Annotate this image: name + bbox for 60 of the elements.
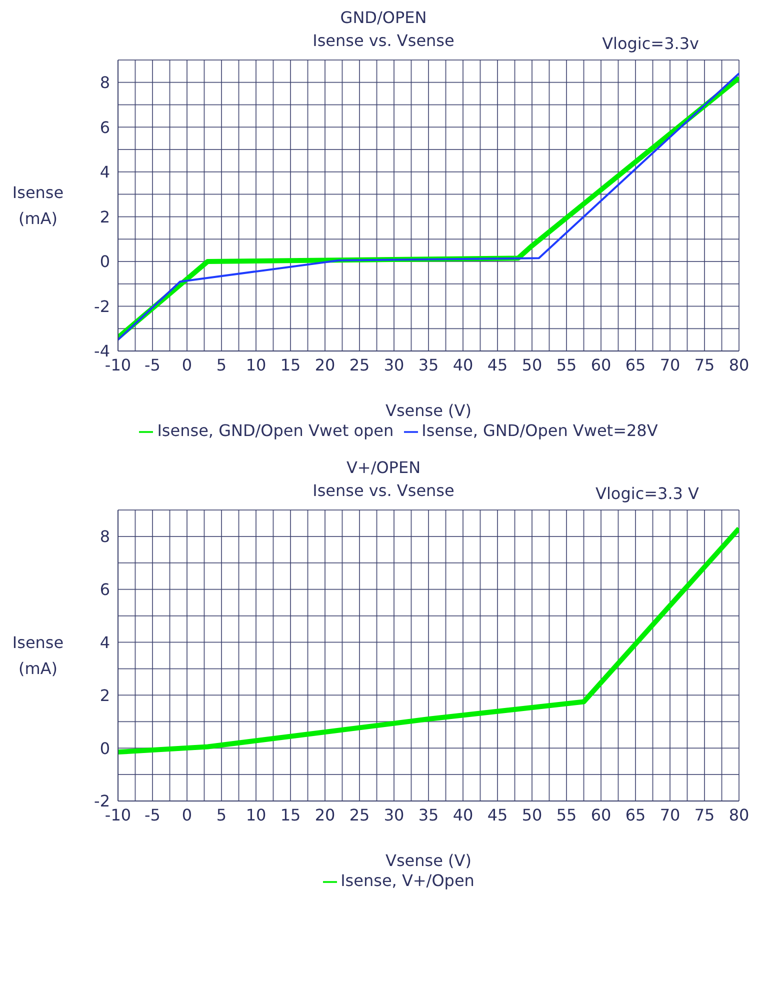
x-tick-label: 50 (522, 355, 542, 374)
y-tick-label: 2 (100, 686, 110, 705)
y-tick-label: 6 (100, 118, 110, 137)
x-tick-label: 25 (349, 355, 370, 374)
x-tick-label: 55 (556, 355, 577, 374)
x-tick-label: 5 (216, 805, 227, 824)
x-tick-label: 70 (660, 355, 680, 374)
y-tick-label: 0 (100, 252, 110, 272)
y-tick-label: 2 (100, 207, 110, 226)
x-tick-label: 65 (625, 355, 646, 374)
x-axis-title: Vsense (V) (386, 851, 472, 870)
x-tick-label: 60 (590, 805, 612, 824)
x-tick-label: 70 (660, 805, 680, 824)
y-axis-title: Isense (mA) (11, 632, 65, 680)
chart-title: GND/OPEN (339, 8, 428, 27)
legend-label: Isense, GND/Open Vwet open (157, 421, 394, 440)
legend-label: Isense, GND/Open Vwet=28V (422, 421, 658, 440)
x-tick-label: 80 (728, 805, 750, 824)
x-tick-label: 35 (418, 355, 439, 374)
x-tick-label: 80 (728, 355, 750, 374)
x-tick-label: 15 (280, 355, 301, 374)
y-tick-label: 6 (100, 580, 110, 600)
y-tick-label: 4 (100, 162, 110, 182)
y-axis-title: Isense (mA) (11, 182, 65, 230)
x-tick-label: 40 (452, 805, 474, 824)
x-tick-label: 45 (487, 805, 508, 824)
x-tick-label: 75 (694, 805, 715, 824)
x-tick-label: 30 (384, 805, 404, 824)
x-tick-label: 65 (625, 805, 646, 824)
x-tick-label: 40 (452, 355, 474, 374)
x-tick-label: 60 (590, 355, 612, 374)
y-tick-label: 8 (100, 73, 110, 92)
x-tick-label: 20 (314, 355, 336, 374)
legend-label: Isense, V+/Open (340, 871, 474, 890)
x-tick-label: 15 (280, 805, 301, 824)
x-tick-label: 30 (384, 355, 404, 374)
x-tick-label: 5 (216, 355, 227, 374)
x-tick-label: 35 (418, 805, 439, 824)
x-tick-label: 10 (246, 355, 266, 374)
y-tick-label: 0 (100, 738, 110, 758)
x-tick-label: 55 (556, 805, 577, 824)
text: Vlogic=3.3 V (596, 484, 699, 503)
x-tick-label: 75 (694, 355, 715, 374)
x-axis-title: Vsense (V) (386, 401, 472, 420)
x-tick-label: 20 (314, 805, 336, 824)
x-tick-label: 45 (487, 355, 508, 374)
chart-subtitle: Isense vs. Vsense (312, 31, 454, 50)
x-tick-label: 0 (182, 355, 192, 374)
x-tick-label: -5 (144, 355, 160, 374)
x-tick-label: 0 (182, 805, 192, 824)
text: Vlogic=3.3v (602, 34, 699, 53)
x-tick-label: 25 (349, 805, 370, 824)
x-tick-label: 50 (522, 805, 542, 824)
x-tick-label: 10 (246, 805, 266, 824)
x-tick-label: -5 (144, 805, 160, 824)
chart-title: V+/OPEN (345, 458, 422, 477)
y-tick-label: 8 (100, 527, 110, 546)
y-tick-label: -2 (94, 296, 110, 316)
chart-subtitle: Isense vs. Vsense (312, 481, 454, 500)
y-tick-label: 4 (100, 632, 110, 652)
